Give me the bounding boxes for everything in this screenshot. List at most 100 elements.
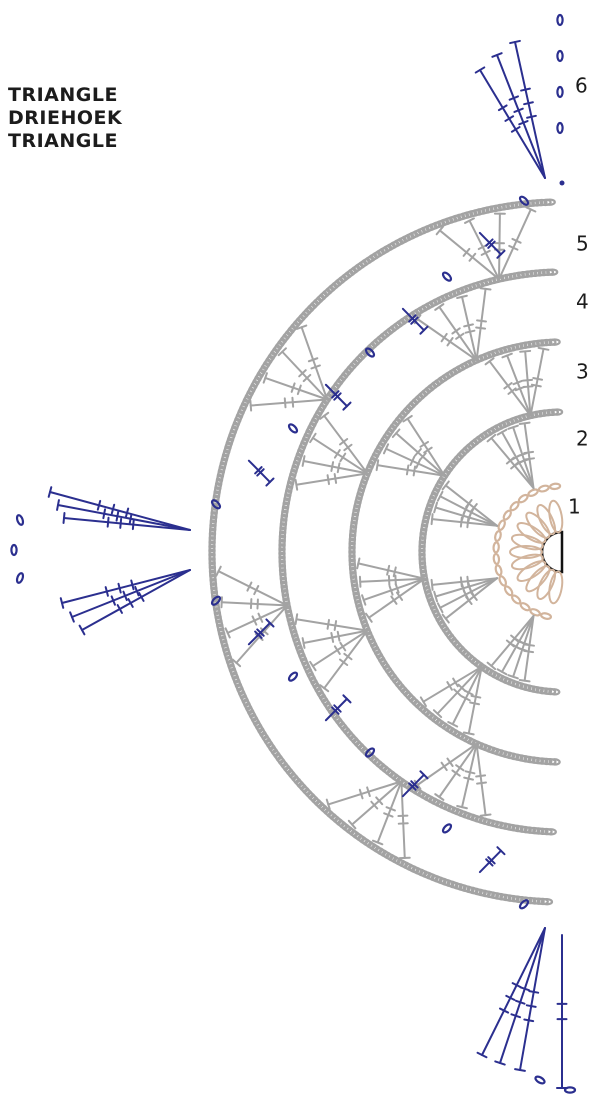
stitch (359, 577, 426, 583)
stitch-bar (440, 761, 448, 772)
stitch-top (496, 428, 508, 436)
stitch (385, 447, 446, 477)
stitch-bar (513, 107, 524, 113)
stitch (323, 629, 369, 690)
stitch-top (277, 347, 287, 357)
stitch-bar (451, 769, 461, 777)
stitch-top (509, 39, 521, 45)
stitch-bar (254, 466, 263, 475)
stitch-top (434, 793, 445, 801)
stitch-bar (480, 249, 491, 256)
stitch-bar (446, 681, 453, 691)
stitch-bar (392, 566, 397, 578)
stitch-top (447, 720, 459, 728)
stitch-bar (504, 115, 515, 122)
stitch-bar (124, 507, 130, 519)
chain (540, 612, 553, 620)
stitch-bar (503, 382, 513, 390)
stitch-top (525, 206, 537, 213)
chain (441, 271, 453, 282)
petal (510, 533, 544, 551)
stitch-top (430, 578, 434, 591)
stitch-bar (256, 468, 265, 477)
stitch-bar (464, 329, 476, 334)
stitch-bar (510, 461, 520, 470)
chain (548, 758, 561, 766)
stitch-top (491, 52, 503, 58)
stitch-bar (331, 390, 340, 399)
chain (519, 602, 531, 612)
stitch-bar (386, 564, 391, 576)
chain (441, 823, 453, 834)
round-label: 5 (576, 232, 589, 256)
stitch-top (433, 501, 439, 514)
round-label: 6 (575, 74, 588, 98)
round-label: 4 (576, 290, 589, 314)
stitch (247, 621, 271, 646)
stitch (57, 504, 191, 531)
stitch (439, 495, 499, 527)
title-line: DRIEHOEK (8, 107, 123, 129)
stitch-top (474, 66, 486, 74)
round-label: 3 (576, 360, 589, 384)
stitch-top (496, 249, 506, 259)
petal (525, 565, 551, 593)
stitch-top (519, 349, 532, 353)
stitch-bar (409, 455, 416, 466)
stitch-bar (246, 581, 253, 592)
title: TRIANGLE DRIEHOEK TRIANGLE (8, 84, 122, 153)
stitch-bar (524, 643, 535, 647)
chain (537, 484, 550, 493)
stitch (499, 927, 546, 1064)
stitch-top (265, 618, 275, 628)
stitch (501, 431, 535, 490)
stitch (376, 780, 403, 844)
stitch-bar (358, 788, 364, 800)
stitch-bar (330, 632, 335, 643)
chain (544, 828, 557, 836)
stitch (61, 569, 191, 604)
chain (556, 49, 564, 63)
stitch (376, 464, 446, 477)
stitch-bar (464, 770, 476, 775)
stitch (519, 927, 546, 1071)
stitch-top (62, 512, 66, 524)
stitch-top (464, 217, 475, 224)
stitch (295, 472, 369, 486)
stitch-bar (104, 586, 109, 597)
stitch-bar (508, 244, 519, 251)
stitch-bar (134, 585, 140, 597)
stitch-top (432, 709, 443, 719)
stitch-top (294, 478, 299, 491)
stitch-top (56, 499, 60, 511)
stitch-bar (451, 327, 461, 335)
stitch-bar (485, 858, 494, 867)
stitch-bar (520, 87, 531, 92)
stitch-bar (370, 800, 379, 810)
stitch-bar (505, 994, 516, 1001)
stitch-top (375, 459, 380, 472)
stitch-top (382, 443, 390, 455)
stitch-top (430, 513, 434, 526)
stitch (71, 569, 191, 618)
stitch (217, 570, 289, 607)
stitch-bar (102, 508, 107, 520)
stitch (226, 604, 289, 634)
stitch-bar (497, 104, 508, 112)
stitch-bar (530, 383, 542, 388)
stitch-bar (487, 856, 496, 865)
stitch-bar (514, 999, 526, 1005)
stitch-bar (459, 516, 463, 528)
stitch (264, 376, 329, 401)
stitch (501, 614, 535, 673)
stitch (327, 780, 403, 806)
stitch-bar (452, 677, 459, 688)
stitch-top (69, 611, 75, 623)
stitch-top (249, 399, 253, 412)
stitch-bar (307, 357, 319, 363)
stitch-top (518, 678, 531, 683)
stitch-bar (523, 1018, 535, 1023)
stitch-top (484, 357, 495, 366)
stitch-top (356, 557, 361, 570)
stitch-top (347, 819, 357, 830)
